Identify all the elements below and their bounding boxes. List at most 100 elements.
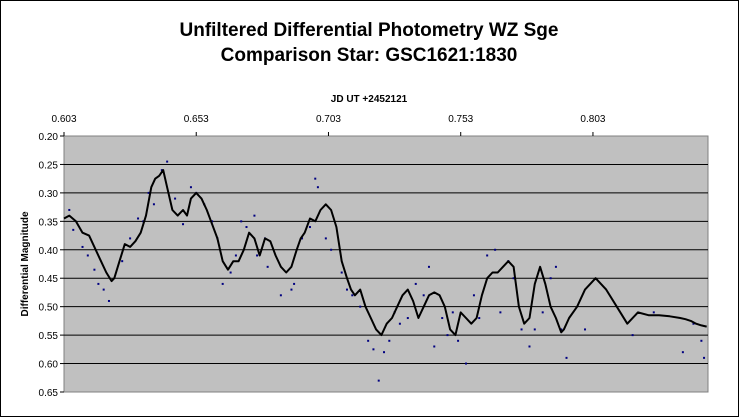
data-point	[451, 311, 454, 314]
data-point	[652, 311, 655, 314]
gridlines	[64, 163, 708, 365]
y-tick-label: 0.35	[39, 217, 59, 228]
data-point	[324, 237, 327, 240]
data-point	[182, 223, 185, 226]
data-point	[372, 348, 375, 351]
data-point	[266, 265, 269, 268]
data-point	[340, 271, 343, 274]
data-point	[383, 351, 386, 354]
data-point	[560, 328, 563, 331]
data-point	[137, 217, 140, 220]
data-point	[221, 282, 224, 285]
x-tick-label: 0.653	[184, 114, 209, 125]
data-point	[166, 160, 169, 163]
data-point	[314, 177, 317, 180]
data-point	[290, 288, 293, 291]
data-point	[107, 299, 110, 302]
data-point	[512, 277, 515, 280]
data-point	[533, 328, 536, 331]
data-point	[308, 226, 311, 229]
data-point	[528, 345, 531, 348]
y-tick-label: 0.20	[39, 132, 59, 143]
data-point	[211, 220, 214, 223]
y-axis: 0.20 0.25 0.30 0.35 0.40 0.45 0.50 0.55 0.60 0.65	[39, 132, 64, 399]
data-point	[121, 260, 124, 263]
y-tick-label: 0.55	[39, 331, 59, 342]
data-point	[486, 254, 489, 257]
data-point	[446, 334, 449, 337]
x-tick-label: 0.703	[316, 114, 341, 125]
data-point	[427, 265, 430, 268]
data-point	[102, 288, 105, 291]
data-point	[367, 339, 370, 342]
y-tick-label: 0.65	[39, 388, 59, 399]
data-point	[681, 351, 684, 354]
data-point	[700, 339, 703, 342]
x-tick-label: 0.803	[580, 114, 605, 125]
y-tick-label: 0.40	[39, 246, 59, 257]
y-tick-label: 0.60	[39, 360, 59, 371]
data-point	[253, 214, 256, 217]
data-point	[499, 311, 502, 314]
data-point	[520, 328, 523, 331]
data-point	[68, 208, 71, 211]
y-axis-title: Differential Magnitude	[20, 211, 31, 316]
data-point	[256, 254, 259, 257]
data-point	[549, 277, 552, 280]
data-point	[414, 282, 417, 285]
data-point	[554, 265, 557, 268]
data-point	[345, 288, 348, 291]
x-axis: 0.603 0.653 0.703 0.753 0.803	[51, 114, 606, 136]
data-point	[441, 317, 444, 320]
data-point	[234, 254, 237, 257]
data-point	[406, 317, 409, 320]
chart-title-line1: Unfiltered Differential Photometry WZ Sg…	[180, 20, 559, 41]
data-point	[93, 268, 96, 271]
data-point	[279, 294, 282, 297]
data-point	[433, 345, 436, 348]
data-point	[541, 311, 544, 314]
data-point	[129, 237, 132, 240]
data-point	[229, 271, 232, 274]
data-point	[189, 186, 192, 189]
data-point	[330, 248, 333, 251]
data-point	[478, 317, 481, 320]
y-tick-label: 0.50	[39, 303, 59, 314]
data-point	[316, 186, 319, 189]
y-tick-label: 0.45	[39, 274, 59, 285]
x-axis-title: JD UT +2452121	[331, 94, 408, 105]
data-point	[301, 237, 304, 240]
data-point	[160, 169, 163, 172]
data-line	[63, 169, 707, 337]
x-tick-label: 0.603	[51, 114, 76, 125]
data-point	[565, 356, 568, 359]
x-tick-label: 0.753	[448, 114, 473, 125]
data-point	[422, 294, 425, 297]
data-point	[81, 245, 84, 248]
y-tick-label: 0.30	[39, 189, 59, 200]
data-point	[245, 226, 248, 229]
plot-area	[63, 135, 709, 393]
y-tick-label: 0.25	[39, 160, 59, 171]
chart-title-line2: Comparison Star: GSC1621:1830	[221, 45, 518, 66]
data-point	[174, 197, 177, 200]
data-point	[398, 322, 401, 325]
data-point	[388, 339, 391, 342]
data-point	[584, 328, 587, 331]
data-point	[72, 228, 75, 231]
data-point	[631, 334, 634, 337]
data-point	[703, 356, 706, 359]
data-point	[147, 191, 150, 194]
data-point	[377, 379, 380, 382]
data-points	[68, 160, 706, 382]
data-point	[457, 339, 460, 342]
data-point	[351, 294, 354, 297]
data-point	[86, 254, 89, 257]
data-point	[359, 305, 362, 308]
data-point	[240, 220, 243, 223]
data-point	[152, 203, 155, 206]
data-point	[494, 248, 497, 251]
data-line-group	[63, 169, 707, 337]
data-point	[472, 294, 475, 297]
